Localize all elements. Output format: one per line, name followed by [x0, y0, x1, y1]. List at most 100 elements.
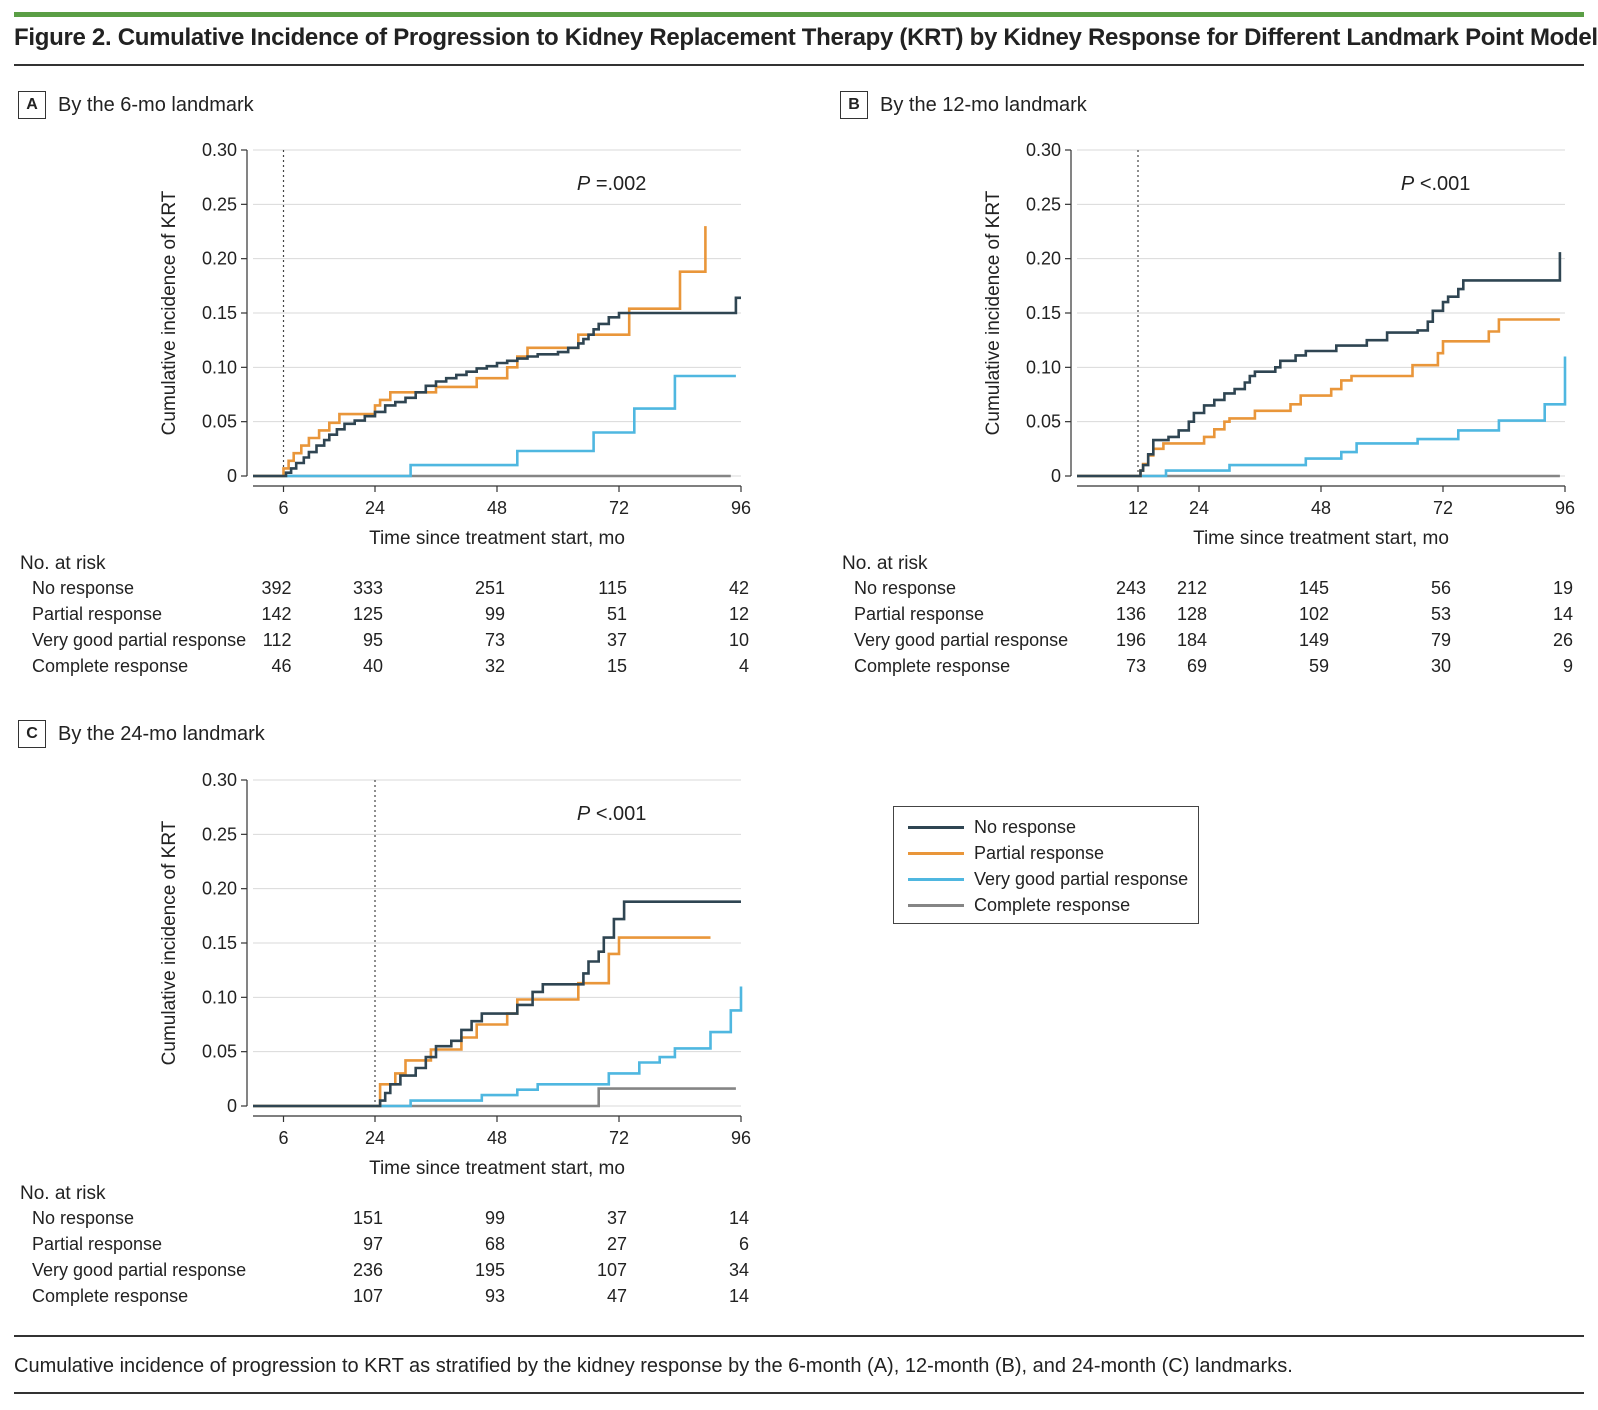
- risk-count: 47: [606, 1286, 627, 1306]
- legend-item-no-response: No response: [908, 817, 1076, 838]
- risk-count: 73: [484, 630, 505, 650]
- x-axis-title: Time since treatment start, mo: [1193, 528, 1449, 549]
- series-line-very-good-partial-response: [1077, 356, 1567, 478]
- risk-count: 37: [606, 630, 627, 650]
- y-tick-label: 0.30: [202, 770, 237, 790]
- p-value-annotation: P =.002: [577, 173, 647, 195]
- risk-count: 42: [728, 578, 749, 598]
- p-value: =.002: [590, 173, 646, 195]
- x-tick-label: 96: [731, 1128, 751, 1148]
- risk-row-label: No response: [854, 578, 957, 598]
- risk-count: 149: [1298, 630, 1329, 650]
- risk-row-label: Very good partial response: [32, 1260, 247, 1280]
- figure-accent-bar: [14, 12, 1584, 17]
- risk-header: No. at risk: [842, 553, 928, 574]
- y-tick-label: 0.30: [1026, 140, 1061, 160]
- risk-count: 128: [1176, 604, 1207, 624]
- risk-count: 99: [484, 1208, 505, 1228]
- p-symbol: P: [577, 803, 591, 825]
- y-tick-label: 0: [1051, 466, 1061, 486]
- risk-count: 99: [484, 604, 505, 624]
- p-value: <.001: [590, 803, 646, 825]
- risk-count: 10: [728, 630, 749, 650]
- panel-a-title: By the 6-mo landmark: [58, 93, 254, 116]
- panel-b-letter: B: [840, 91, 868, 119]
- risk-row-label: No response: [32, 1208, 135, 1228]
- risk-count: 95: [362, 630, 383, 650]
- panel-b-heading: B By the 12-mo landmark: [840, 91, 1087, 119]
- y-tick-label: 0.30: [202, 140, 237, 160]
- risk-count: 212: [1176, 578, 1207, 598]
- risk-count: 51: [606, 604, 627, 624]
- x-axis-title: Time since treatment start, mo: [369, 1158, 625, 1179]
- y-tick-label: 0.10: [202, 357, 237, 377]
- risk-count: 14: [1552, 604, 1573, 624]
- risk-count: 69: [1186, 656, 1207, 676]
- risk-count: 243: [1115, 578, 1146, 598]
- y-tick-label: 0.10: [202, 987, 237, 1007]
- risk-count: 34: [728, 1260, 749, 1280]
- p-value-annotation: P <.001: [1401, 173, 1471, 195]
- y-axis-title: Cumulative incidence of KRT: [983, 190, 1004, 435]
- risk-count: 14: [728, 1286, 749, 1306]
- risk-count: 26: [1552, 630, 1573, 650]
- risk-count: 12: [728, 604, 749, 624]
- y-tick-label: 0.15: [202, 933, 237, 953]
- panel-b-title: By the 12-mo landmark: [880, 93, 1087, 116]
- risk-count: 32: [484, 656, 505, 676]
- risk-count: 46: [271, 656, 292, 676]
- y-axis-title: Cumulative incidence of KRT: [159, 190, 180, 435]
- legend-label: Complete response: [974, 895, 1131, 915]
- risk-row-label: Complete response: [854, 656, 1011, 676]
- caption-rule-bottom: [14, 1392, 1584, 1394]
- risk-count: 19: [1552, 578, 1573, 598]
- legend-item-very-good-partial-response: Very good partial response: [908, 869, 1188, 890]
- risk-row-label: Complete response: [32, 1286, 189, 1306]
- risk-row-label: Partial response: [32, 604, 163, 624]
- chart-panel-a: 0 0.05 0.10 0.15 0.20 0.25 0.30 6 24 48 72 96 Time s…: [159, 140, 751, 549]
- risk-count: 196: [1115, 630, 1146, 650]
- y-tick-label: 0.25: [202, 194, 237, 214]
- risk-row-label: Partial response: [32, 1234, 163, 1254]
- x-tick-label: 96: [731, 498, 751, 518]
- panel-c-title: By the 24-mo landmark: [58, 722, 265, 745]
- p-value: <.001: [1414, 173, 1470, 195]
- legend-swatch: [908, 904, 964, 907]
- risk-count: 151: [352, 1208, 383, 1228]
- x-tick-label: 96: [1555, 498, 1575, 518]
- p-value-annotation: P <.001: [577, 803, 647, 825]
- risk-count: 56: [1430, 578, 1451, 598]
- x-tick-label: 72: [1433, 498, 1453, 518]
- risk-header: No. at risk: [20, 553, 106, 574]
- x-tick-label: 48: [1311, 498, 1331, 518]
- risk-row-label: Partial response: [854, 604, 985, 624]
- risk-count: 97: [362, 1234, 383, 1254]
- risk-count: 195: [474, 1260, 505, 1280]
- series-line-very-good-partial-response: [253, 374, 736, 478]
- risk-count: 30: [1430, 656, 1451, 676]
- x-tick-label: 48: [487, 1128, 507, 1148]
- panel-a-letter: A: [18, 91, 46, 119]
- risk-count: 136: [1115, 604, 1146, 624]
- risk-count: 73: [1125, 656, 1146, 676]
- risk-row-label: Very good partial response: [32, 630, 247, 650]
- x-tick-label: 24: [365, 1128, 385, 1148]
- y-tick-label: 0.15: [1026, 303, 1061, 323]
- risk-count: 59: [1308, 656, 1329, 676]
- x-tick-label: 72: [609, 1128, 629, 1148]
- risk-row-label: Complete response: [32, 656, 189, 676]
- risk-count: 40: [362, 656, 383, 676]
- risk-count: 102: [1298, 604, 1329, 624]
- chart-panel-c: 0 0.05 0.10 0.15 0.20 0.25 0.30 6 24 48 72 96 Time s…: [159, 770, 751, 1179]
- risk-table-a: No. at risk No response 392 333 251 115 42 Par…: [20, 553, 760, 683]
- y-tick-label: 0.20: [202, 879, 237, 899]
- risk-header: No. at risk: [20, 1183, 106, 1204]
- risk-count: 68: [484, 1234, 505, 1254]
- risk-count: 145: [1298, 578, 1329, 598]
- risk-count: 125: [352, 604, 383, 624]
- y-tick-label: 0.05: [202, 1042, 237, 1062]
- legend-label: No response: [974, 817, 1077, 837]
- y-tick-label: 0.20: [202, 249, 237, 269]
- legend-swatch: [908, 852, 964, 855]
- risk-count: 251: [474, 578, 505, 598]
